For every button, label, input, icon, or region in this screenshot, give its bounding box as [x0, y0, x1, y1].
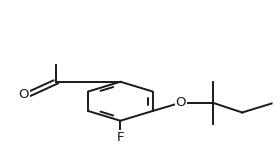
Text: O: O	[18, 88, 29, 101]
Text: F: F	[117, 131, 124, 144]
Text: O: O	[175, 96, 186, 109]
